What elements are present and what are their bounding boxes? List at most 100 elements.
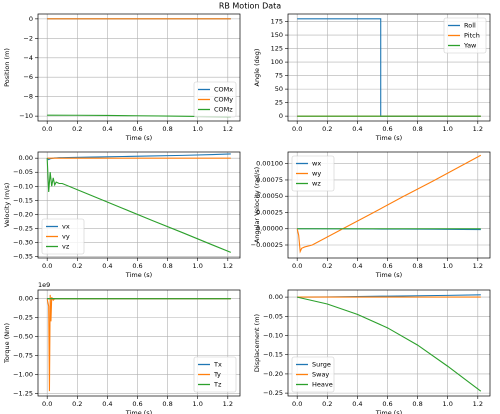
y-tick-label: −0.75 (13, 351, 33, 359)
y-tick-label: −0.35 (13, 253, 33, 261)
y-tick-label: −0.25 (263, 389, 283, 397)
y-tick-label: −6 (23, 73, 33, 81)
legend-label: Roll (464, 22, 476, 30)
series-line (46, 158, 232, 253)
legend-label: wy (312, 170, 321, 178)
x-tick-label: 0.2 (72, 262, 82, 270)
y-axis-label: Angle (deg) (253, 49, 261, 87)
x-axis-label: Time (s) (375, 271, 402, 279)
legend-label: Yaw (463, 42, 477, 50)
series-line (297, 296, 482, 392)
x-tick-label: 0.2 (72, 400, 82, 408)
axes-frame (37, 151, 241, 259)
subplot: 0.0 0.2 0.4 0.6 0.8 1.0 1.2 −0.35 −0.30 −0.25 −0.2… (3, 151, 241, 279)
legend: Surge Sway Heave (291, 356, 335, 393)
x-tick-label: 0.0 (42, 262, 52, 270)
legend-box (193, 81, 237, 118)
x-tick-label: 0.6 (132, 125, 142, 133)
x-tick-label: 0.0 (292, 125, 302, 133)
y-tick-label: −0.15 (13, 196, 33, 204)
x-tick-label: 0.6 (132, 400, 142, 408)
y-tick-label: 175 (271, 18, 283, 26)
y-tick-label: −0.20 (13, 210, 33, 218)
y-tick-label: 50 (275, 85, 283, 93)
y-tick-label: −0.25 (13, 224, 33, 232)
legend-box (291, 155, 335, 192)
y-axis-label: Velocity (m/s) (3, 183, 11, 228)
axes-frame (287, 151, 491, 259)
x-tick-label: 0.4 (102, 262, 112, 270)
legend: COMx COMy COMz (193, 81, 237, 118)
x-tick-label: 1.0 (443, 400, 453, 408)
legend-label: vy (62, 233, 70, 241)
x-tick-label: 1.0 (443, 125, 453, 133)
y-tick-label: 75 (275, 72, 283, 80)
y-tick-label: 0.00 (19, 154, 33, 162)
y-tick-label: −0.20 (263, 370, 283, 378)
x-tick-label: 0.2 (322, 125, 332, 133)
legend-box (41, 218, 85, 255)
y-tick-label: 0.00 (19, 295, 33, 303)
y-tick-label: −0.05 (13, 168, 33, 176)
y-tick-label: 150 (271, 31, 283, 39)
y-tick-label: −2 (23, 34, 33, 42)
x-tick-label: 1.0 (193, 262, 203, 270)
y-tick-label: 0.00100 (256, 160, 283, 168)
y-tick-label: −0.00025 (251, 241, 283, 249)
legend-label: wz (312, 180, 321, 188)
x-tick-label: 0.0 (292, 400, 302, 408)
x-tick-label: 1.2 (223, 125, 233, 133)
y-tick-label: 25 (275, 99, 283, 107)
y-axis-label: Torque (Nm) (3, 323, 11, 364)
x-tick-label: 1.0 (443, 262, 453, 270)
x-tick-label: 0.4 (352, 125, 362, 133)
y-tick-label: −0.30 (13, 239, 33, 247)
legend-label: Pitch (464, 32, 480, 40)
y-tick-label: −1.25 (13, 389, 33, 397)
legend-label: Tz (213, 381, 222, 389)
y-tick-label: −0.25 (13, 314, 33, 322)
y-axis-label: Displacement (m) (253, 314, 261, 372)
y-tick-label: −8 (23, 93, 33, 101)
legend-label: COMy (214, 96, 233, 104)
x-tick-label: 0.8 (412, 125, 422, 133)
x-tick-label: 0.2 (322, 400, 332, 408)
y-tick-label: −10 (19, 112, 33, 120)
x-tick-label: 0.0 (292, 262, 302, 270)
legend-box (443, 17, 487, 54)
x-tick-label: 0.8 (412, 262, 422, 270)
x-tick-label: 1.0 (193, 125, 203, 133)
axes-frame (37, 289, 241, 397)
legend: Tx Ty Tz (193, 356, 237, 393)
x-tick-label: 1.2 (473, 262, 483, 270)
x-axis-label: Time (s) (125, 271, 152, 279)
x-tick-label: 0.8 (412, 400, 422, 408)
x-tick-label: 0.6 (382, 262, 392, 270)
legend: vx vy vz (41, 218, 85, 255)
axes-frame (287, 289, 491, 397)
y-tick-label: −0.10 (13, 182, 33, 190)
legend-label: Heave (312, 381, 333, 389)
x-tick-label: 0.6 (132, 262, 142, 270)
series-line (46, 153, 231, 161)
x-tick-label: 0.8 (162, 262, 172, 270)
x-tick-label: 1.2 (223, 400, 233, 408)
x-tick-label: 0.4 (352, 400, 362, 408)
y-tick-label: 0 (279, 112, 283, 120)
axes-frame (37, 13, 241, 122)
y-axis-label: Angular Velocity (rad/s) (253, 167, 261, 243)
y-tick-label: −0.50 (13, 333, 33, 341)
figure-title: RB Motion Data (219, 2, 281, 11)
y-tick-label: −0.05 (263, 312, 283, 320)
x-tick-label: 0.8 (162, 400, 172, 408)
legend: Roll Pitch Yaw (443, 17, 487, 54)
x-tick-label: 0.2 (72, 125, 82, 133)
y-tick-label: −1.00 (13, 370, 33, 378)
legend-label: Ty (213, 371, 221, 379)
x-tick-label: 1.2 (473, 125, 483, 133)
legend: wx wy wz (291, 155, 335, 192)
legend-label: vz (62, 243, 70, 251)
x-tick-label: 0.6 (382, 125, 392, 133)
x-tick-label: 0.4 (102, 125, 112, 133)
